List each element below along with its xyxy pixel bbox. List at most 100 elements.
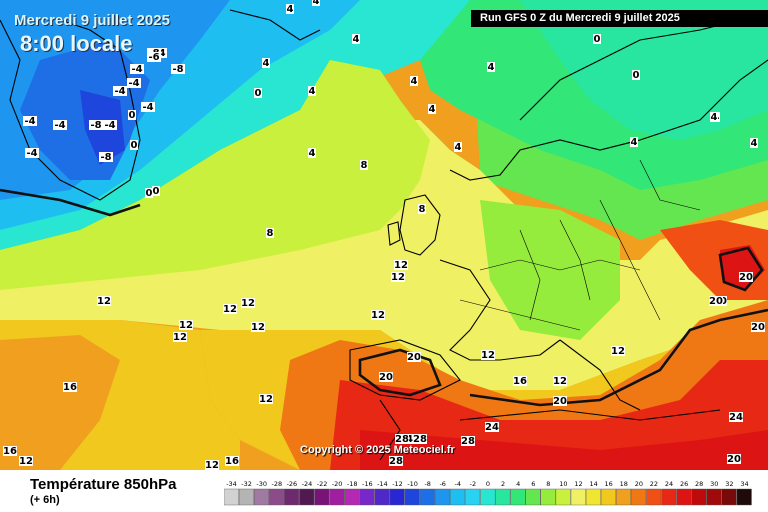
- isotherm-label: 24: [729, 412, 743, 423]
- isotherm-label: 20: [407, 352, 421, 363]
- map-canvas: 44400-4-4-8-6-8-4-4-4-40-4-4-8-8-4440000…: [0, 0, 768, 470]
- isotherm-label-bg: [710, 112, 718, 122]
- isotherm-label: -8: [172, 64, 183, 75]
- isotherm-label-bg: [63, 382, 77, 392]
- isotherm-label: 0: [633, 70, 640, 81]
- coastlines: [0, 9, 768, 461]
- isotherm-label: 4: [313, 0, 320, 7]
- isotherm-label-bg: [632, 70, 640, 80]
- isotherm-label: 8: [267, 228, 274, 239]
- isotherm-label: 12: [19, 456, 33, 467]
- isotherm-label-bg: [418, 204, 426, 214]
- isotherm-label: 12: [179, 320, 193, 331]
- scale-swatch: [631, 488, 647, 506]
- isotherm-label: 4: [711, 112, 718, 123]
- zone-8-central-europe: [480, 200, 620, 340]
- isotherm-label-bg: [286, 4, 294, 14]
- isotherm-label: -4: [142, 102, 153, 113]
- isotherm-label-bg: [266, 228, 274, 238]
- date-title: Mercredi 9 juillet 2025: [14, 12, 170, 29]
- scale-swatch: [419, 488, 435, 506]
- isotherm-label: 16: [513, 376, 527, 387]
- scale-swatch: [525, 488, 541, 506]
- isotherm-label-bg: [593, 34, 601, 44]
- isotherm-label-bg: [360, 160, 368, 170]
- isotherm-label: 16: [3, 446, 17, 457]
- isotherm-label-bg: [428, 104, 436, 114]
- isotherm-label-bg: [751, 322, 765, 332]
- isotherm-label: 4: [287, 4, 294, 15]
- isotherm-label-bg: [485, 422, 499, 432]
- isotherm-label-bg: [19, 456, 33, 466]
- isotherm-label: 12: [223, 304, 237, 315]
- scale-tick-label: 26: [680, 480, 688, 488]
- isotherm-label: 0: [146, 188, 153, 199]
- copyright-text: Copyright © 2025 Meteociel.fr: [300, 444, 455, 456]
- isotherm-label: 12: [481, 350, 495, 361]
- zone-2: [520, 0, 768, 140]
- scale-swatch: [540, 488, 556, 506]
- scale-tick-label: 6: [531, 480, 535, 488]
- isotherm-label-bg: [394, 260, 408, 270]
- isotherm-label: 0: [255, 88, 262, 99]
- isotherm-label-bg: [630, 137, 638, 147]
- isotherm-label: 4: [309, 148, 316, 159]
- isotherm-label-bg: [130, 64, 144, 74]
- isotherm-label-bg: [312, 0, 320, 6]
- scale-swatch: [269, 488, 285, 506]
- isotherm-label: 20: [553, 396, 567, 407]
- scale-tick-label: 28: [695, 480, 703, 488]
- scale-tick-label: 0: [486, 480, 490, 488]
- isotherm-label-bg: [454, 142, 462, 152]
- isotherm-label: 4: [263, 58, 270, 69]
- scale-swatch: [721, 488, 737, 506]
- scale-swatch: [329, 488, 345, 506]
- scale-swatch: [224, 488, 239, 506]
- isotherm-label-bg: [152, 186, 160, 196]
- scale-tick-label: -22: [317, 480, 328, 488]
- isotherm-label: 12: [394, 260, 408, 271]
- isotherm-label: -4: [131, 64, 142, 75]
- scale-swatch: [450, 488, 466, 506]
- scale-tick-label: -18: [347, 480, 358, 488]
- scale-swatch: [600, 488, 616, 506]
- scale-swatch: [661, 488, 677, 506]
- scale-swatch: [691, 488, 707, 506]
- isotherm-label: 12: [371, 310, 385, 321]
- isotherm-label: 12: [259, 394, 273, 405]
- isotherm-label-bg: [251, 322, 265, 332]
- isotherm-label: 8: [361, 160, 368, 171]
- isotherm-label: 12: [241, 298, 255, 309]
- isotherm-label: 12: [205, 460, 219, 470]
- scale-swatch: [344, 488, 360, 506]
- scale-tick-label: 2: [501, 480, 505, 488]
- isotherm-label: 8: [419, 204, 426, 215]
- isotherm-label-bg: [611, 346, 625, 356]
- scale-swatch: [314, 488, 330, 506]
- scale-swatch: [374, 488, 390, 506]
- isotherm-label: 12: [553, 376, 567, 387]
- isotherm-label: 12: [97, 296, 111, 307]
- scale-tick-label: 24: [665, 480, 673, 488]
- isotherm-label: 4: [488, 62, 495, 73]
- isotherm-label-bg: [225, 456, 239, 466]
- isotherm-label-bg: [379, 372, 393, 382]
- isotherm-label: -4: [24, 116, 35, 127]
- isotherm-label: -6: [148, 52, 159, 63]
- isotherm-label-bg: [553, 376, 567, 386]
- isotherm-label-bg: [553, 396, 567, 406]
- isotherm-label: 24: [485, 422, 499, 433]
- scale-tick-label: -20: [332, 480, 343, 488]
- color-scale: -34 -32 -30 -28 -26 -24 -22 -20 -18 -16 -14 -12 -10-…: [224, 478, 752, 508]
- scale-swatch: [284, 488, 300, 506]
- scale-tick-label: 16: [605, 480, 613, 488]
- scale-tick-label: 34: [740, 480, 748, 488]
- isotherm-label-bg: [262, 58, 270, 68]
- legend-title: Température 850hPa: [30, 476, 177, 493]
- scale-swatch: [480, 488, 496, 506]
- isotherm-label: 0: [153, 186, 160, 197]
- scale-swatch: [389, 488, 405, 506]
- isotherm-label-bg: [145, 188, 153, 198]
- isotherm-label-bg: [179, 320, 193, 330]
